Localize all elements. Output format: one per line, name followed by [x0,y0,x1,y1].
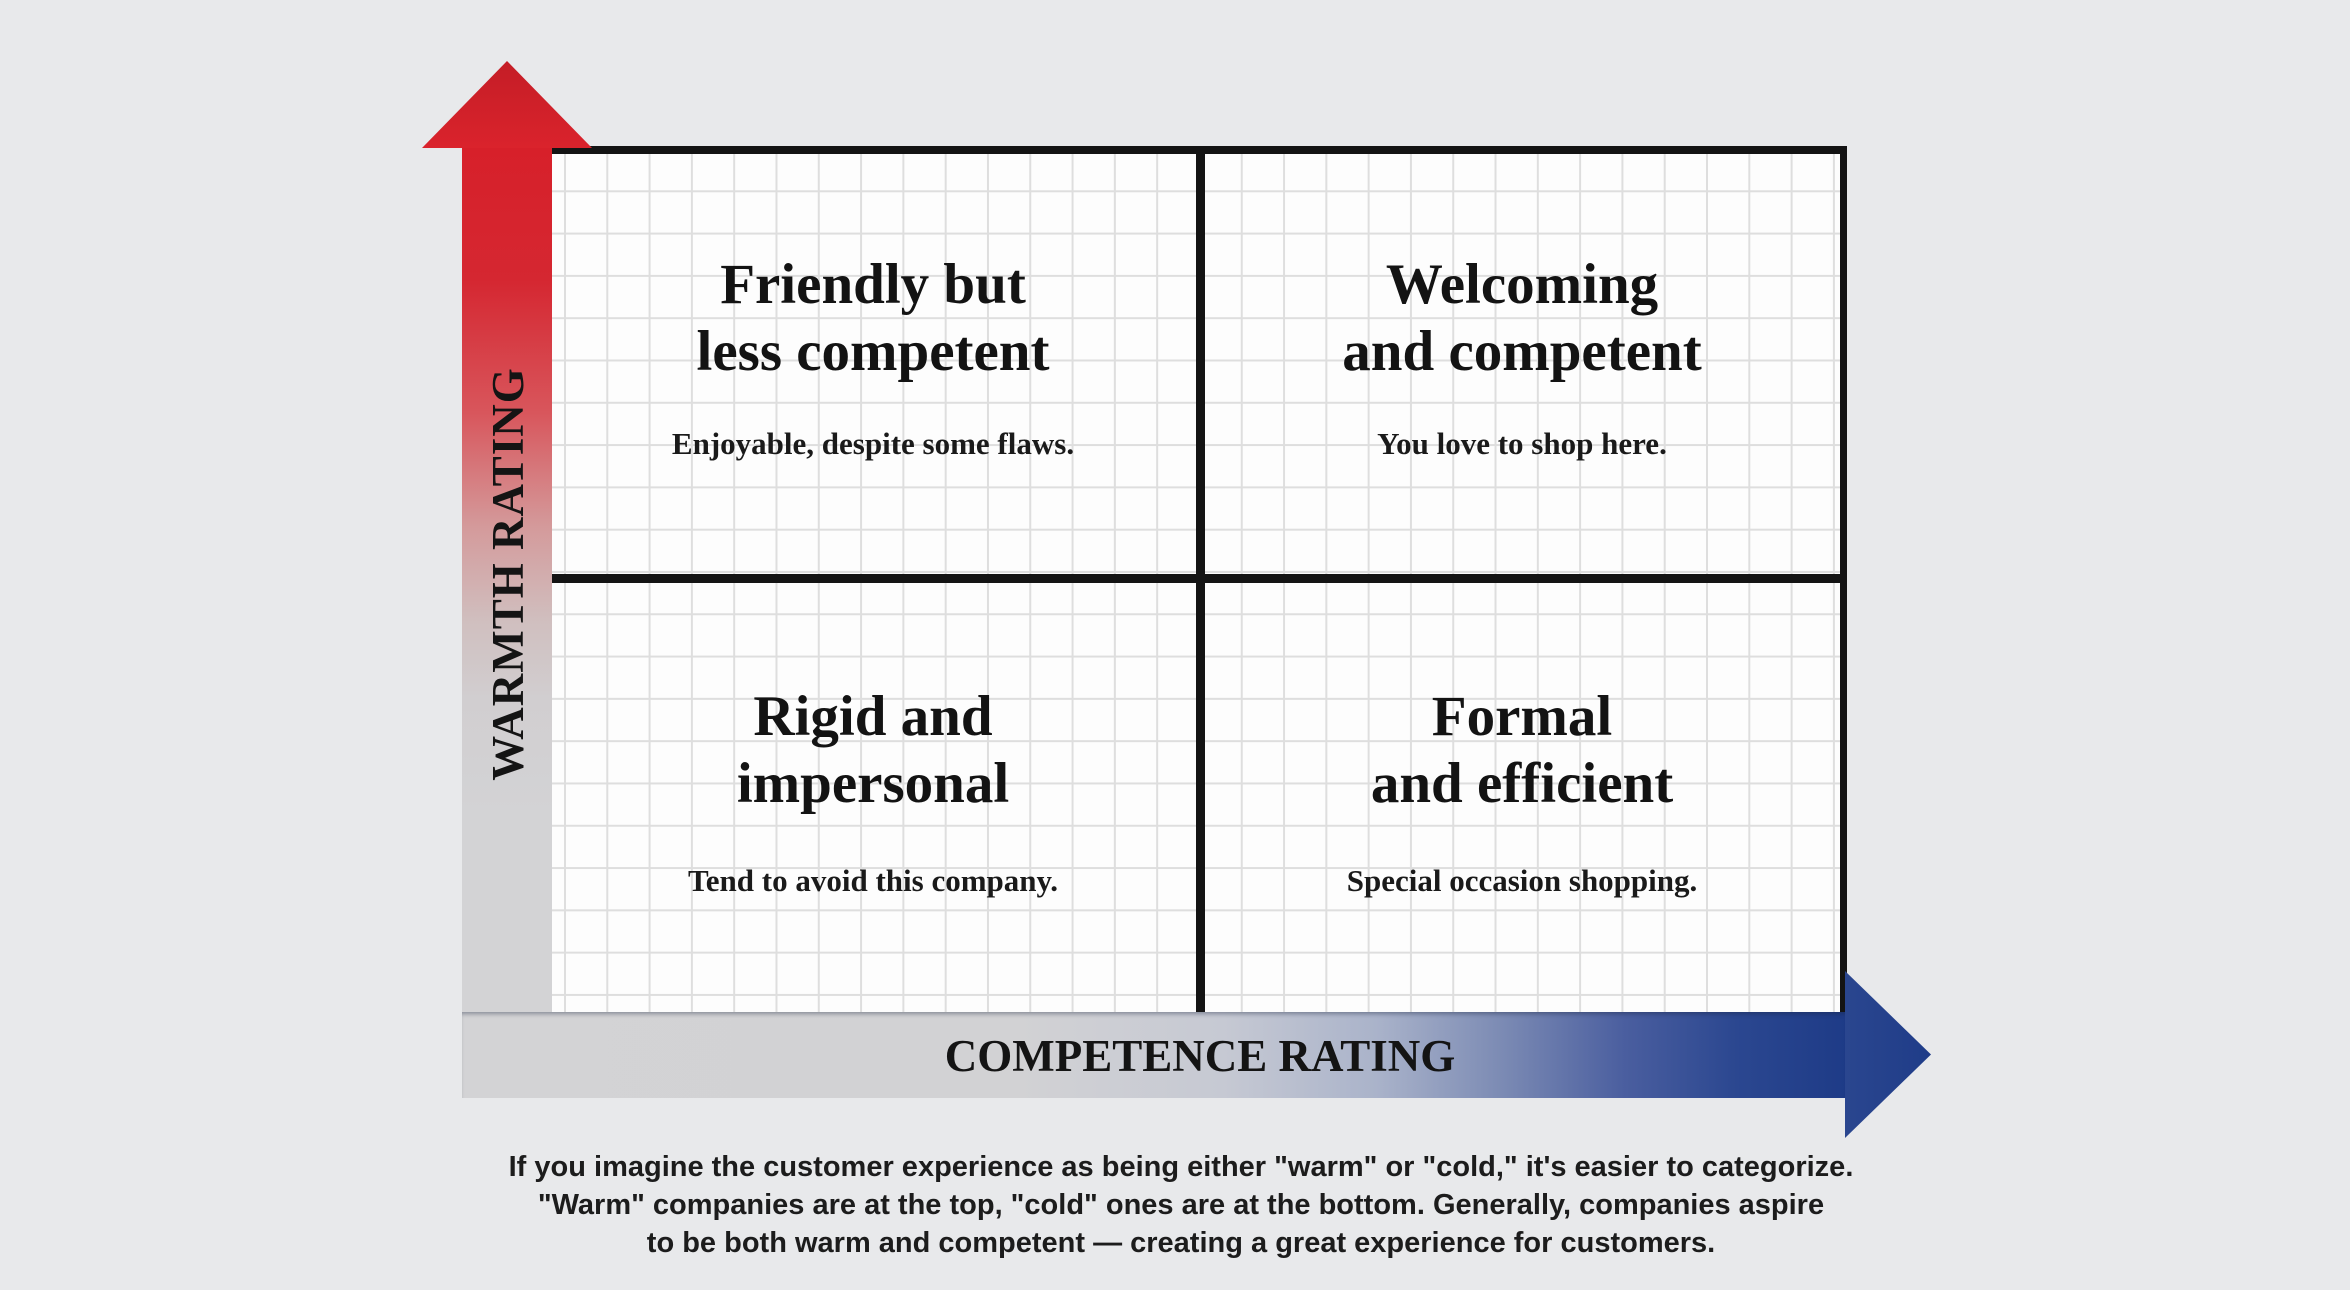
warmth-axis-label: WARMTH RATING [483,367,533,781]
quadrant-title-line: less competent [696,320,1050,383]
caption-line-1: If you imagine the customer experience a… [508,1151,1854,1183]
quadrant-title-line: and efficient [1370,752,1674,815]
quadrant-subtitle-bottom-left: Tend to avoid this company. [687,863,1059,898]
quadrant-title-line: Rigid and [753,685,993,748]
quadrant-subtitle-top-left: Enjoyable, despite some flaws. [671,426,1075,461]
quadrant-title-line: impersonal [736,752,1010,815]
quadrant-title-top-right: Welcoming and competent [1342,251,1701,385]
quadrant-title-bottom-left: Rigid and impersonal [737,683,1009,817]
warmth-axis-arrow-shaft: WARMTH RATING [462,147,552,1097]
competence-axis-arrow-right-icon [1845,971,1931,1138]
quadrant-subtitle-top-right: You love to shop here. [1377,426,1667,461]
warmth-axis-arrow-up-icon [422,61,592,148]
caption: If you imagine the customer experience a… [509,1148,1854,1262]
quadrant-title-line: and competent [1342,320,1702,383]
quadrant-grid: Friendly but less competent Enjoyable, d… [550,146,1847,1012]
quadrant-title-line: Welcoming [1385,253,1659,316]
quadrant-title-top-left: Friendly but less competent [697,251,1050,385]
caption-line-2: "Warm" companies are at the top, "cold" … [537,1189,1825,1221]
competence-axis-label: COMPETENCE RATING [944,1031,1456,1081]
horizontal-divider-line [550,574,1847,583]
quadrant-title-bottom-right: Formal and efficient [1371,683,1673,817]
quadrant-title-line: Formal [1431,685,1613,748]
quadrant-subtitle-bottom-right: Special occasion shopping. [1346,863,1698,898]
competence-axis-arrow-shaft: COMPETENCE RATING [462,1012,1847,1098]
quadrant-title-line: Friendly but [720,253,1026,316]
caption-line-3: to be both warm and competent — creating… [646,1227,1716,1259]
